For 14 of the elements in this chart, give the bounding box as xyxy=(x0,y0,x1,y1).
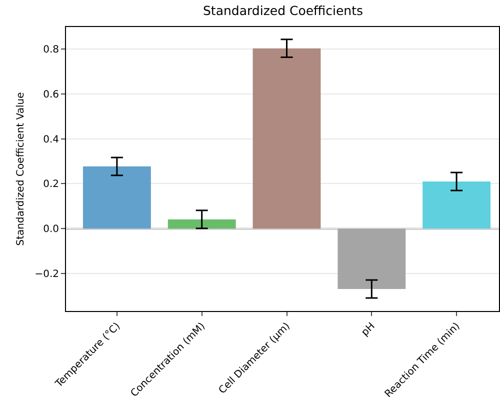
y-tick-label: 0.4 xyxy=(43,134,59,146)
bar xyxy=(252,48,321,229)
y-tick-label: 0.8 xyxy=(43,44,59,56)
y-tick-label: 0.6 xyxy=(43,89,59,100)
y-tick-label: −0.2 xyxy=(34,269,59,280)
bar xyxy=(82,166,151,229)
x-tick-label: pH xyxy=(360,320,378,338)
bar xyxy=(338,228,406,289)
y-tick-label: 0.2 xyxy=(43,179,59,190)
y-tick-label: 0.0 xyxy=(43,224,59,236)
chart-title: Standardized Coefficients xyxy=(202,2,364,18)
bar xyxy=(168,219,236,229)
y-axis-title: Standardized Coefficient Value xyxy=(16,92,27,246)
bar xyxy=(422,181,491,229)
